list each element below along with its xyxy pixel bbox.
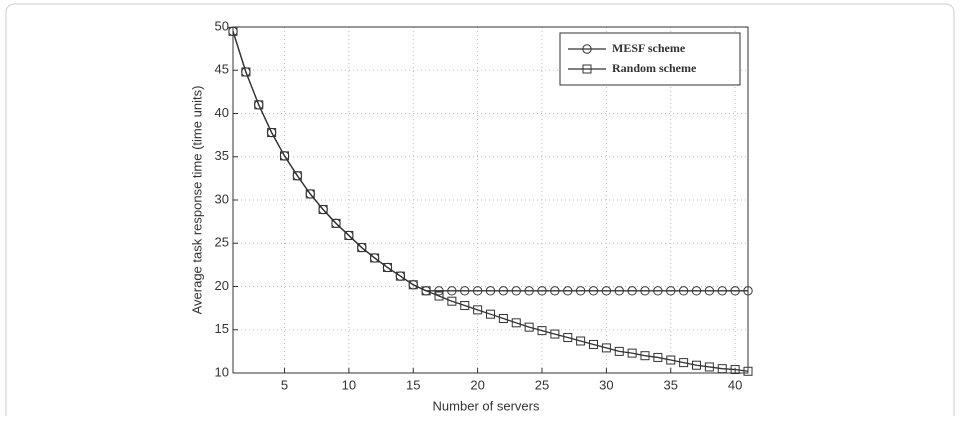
square-marker (614, 346, 624, 356)
x-tick-label: 40 (728, 377, 742, 392)
circle-marker (614, 286, 624, 296)
circle-marker (582, 44, 592, 54)
circle-marker (485, 286, 496, 296)
circle-marker (563, 286, 573, 296)
circle-marker (627, 286, 637, 296)
circle-marker (704, 286, 715, 296)
y-tick-label: 10 (215, 364, 229, 379)
square-marker (292, 171, 302, 181)
square-marker (653, 352, 663, 362)
y-tick-label: 25 (215, 235, 229, 250)
circle-marker (550, 286, 560, 296)
y-tick-label: 35 (215, 148, 229, 163)
square-marker (408, 280, 418, 290)
square-marker (627, 348, 637, 358)
legend-label: MESF scheme (612, 41, 686, 55)
x-tick-label: 5 (281, 377, 288, 392)
square-marker (254, 100, 264, 110)
circle-marker (537, 286, 547, 296)
y-tick-label: 20 (215, 278, 229, 293)
circle-marker (678, 286, 689, 296)
circle-marker (691, 286, 702, 296)
figure-frame (5, 3, 955, 421)
y-axis-label: Average task response time (time units) (189, 86, 204, 315)
x-axis-label: Number of servers (433, 398, 540, 413)
square-marker (228, 26, 238, 36)
circle-marker (653, 286, 663, 296)
square-marker (576, 336, 586, 346)
y-tick-label: 30 (215, 191, 229, 206)
x-tick-label: 20 (470, 377, 484, 392)
square-marker (640, 351, 650, 361)
circle-marker (511, 286, 521, 296)
square-marker (357, 243, 367, 253)
x-tick-label: 25 (535, 377, 549, 392)
square-marker (421, 286, 431, 296)
circle-marker (460, 286, 470, 296)
square-marker (550, 329, 560, 339)
square-marker (305, 189, 315, 199)
circle-marker (447, 286, 457, 296)
square-marker (589, 339, 598, 349)
circle-marker (743, 286, 753, 296)
square-marker (679, 358, 689, 368)
square-marker (563, 333, 573, 343)
square-marker (486, 309, 495, 319)
square-marker (241, 67, 251, 77)
square-marker (460, 301, 470, 311)
legend-box (559, 32, 741, 86)
circle-marker (498, 286, 509, 296)
square-marker (704, 362, 714, 372)
x-tick-label: 15 (406, 377, 420, 392)
square-marker (730, 365, 740, 375)
circle-marker (666, 286, 676, 296)
y-tick-label: 45 (215, 62, 229, 77)
square-marker (537, 326, 547, 336)
y-tick-label: 50 (215, 18, 229, 33)
square-marker (383, 262, 392, 272)
square-marker (447, 296, 457, 306)
square-marker (666, 355, 676, 365)
square-marker (692, 360, 701, 370)
circle-marker (472, 286, 483, 296)
square-marker (280, 151, 289, 161)
circle-marker (588, 286, 599, 296)
circle-marker (717, 286, 727, 296)
x-tick-label: 10 (342, 377, 356, 392)
circle-marker (640, 286, 650, 296)
square-marker (344, 230, 354, 240)
y-tick-label: 15 (215, 321, 229, 336)
square-marker (331, 218, 341, 228)
y-tick-label: 40 (215, 105, 229, 120)
square-marker (582, 64, 592, 74)
plot-frame (232, 26, 749, 374)
square-marker (267, 128, 277, 138)
circle-marker (434, 286, 444, 296)
square-marker (473, 305, 483, 315)
circle-marker (730, 286, 740, 296)
square-marker (318, 205, 328, 215)
circle-marker (575, 286, 586, 296)
square-marker (524, 322, 534, 332)
square-marker (511, 318, 521, 328)
x-tick-label: 30 (599, 377, 613, 392)
circle-marker (524, 286, 534, 296)
square-marker (717, 364, 727, 374)
square-marker (601, 343, 611, 353)
square-marker (498, 314, 508, 324)
legend-label: Random scheme (612, 61, 697, 75)
x-tick-label: 35 (664, 377, 678, 392)
square-marker (743, 366, 753, 376)
square-marker (434, 291, 444, 301)
square-marker (395, 271, 405, 281)
circle-marker (601, 286, 612, 296)
square-marker (370, 253, 380, 263)
